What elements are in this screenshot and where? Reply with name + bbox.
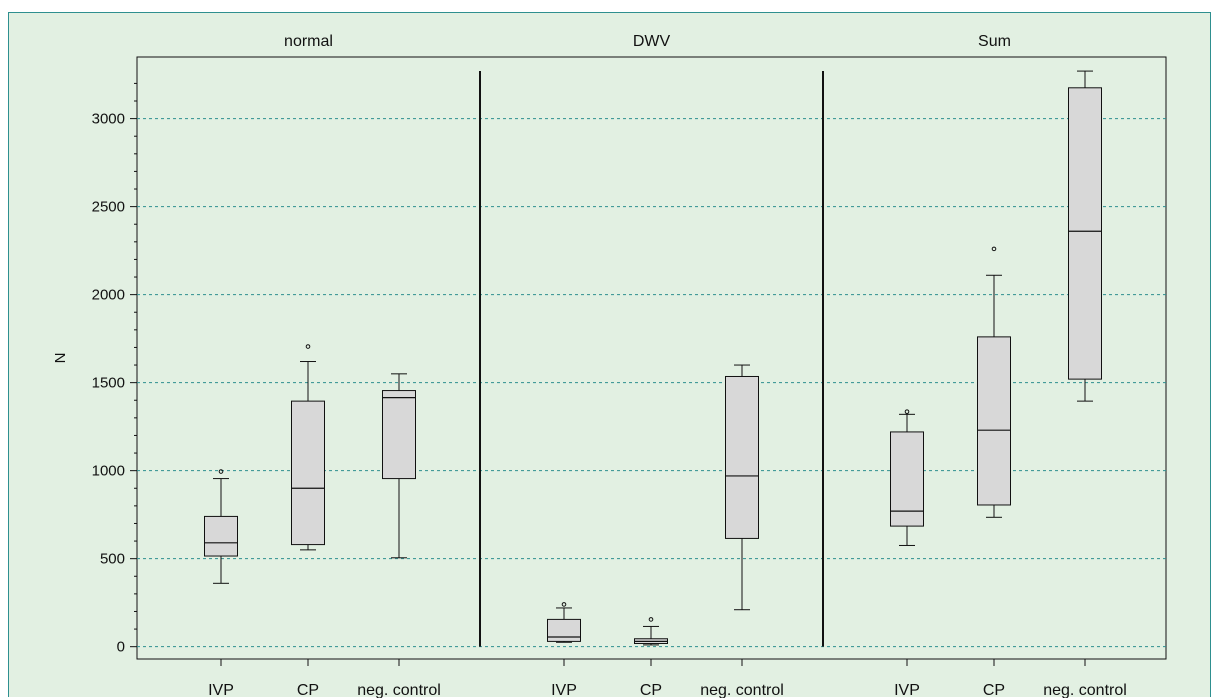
box-sum-neg-control xyxy=(1068,87,1102,380)
x-tick-label: IVP xyxy=(894,682,920,698)
x-tick-label: CP xyxy=(983,682,1005,698)
box-dwv-neg-control xyxy=(725,375,759,539)
box-sum-cp xyxy=(977,336,1011,506)
x-tick-label: CP xyxy=(297,682,319,698)
y-tick-label: 0 xyxy=(117,639,125,656)
x-tick-label: neg. control xyxy=(1043,682,1127,698)
panel-title: Sum xyxy=(978,33,1011,50)
plot-area-border xyxy=(136,56,1167,660)
panel-title: DWV xyxy=(633,33,671,50)
box-normal-ivp xyxy=(204,515,238,557)
outlier-point xyxy=(305,344,311,349)
outlier-point xyxy=(991,246,997,252)
y-tick-label: 500 xyxy=(100,551,125,568)
x-tick-label: CP xyxy=(640,682,662,698)
panel-title: normal xyxy=(284,33,333,50)
box-dwv-ivp xyxy=(547,618,581,642)
y-tick-label: 3000 xyxy=(92,111,125,128)
outlier-point xyxy=(648,617,654,622)
outlier-point xyxy=(904,409,910,414)
y-axis-label: N xyxy=(52,353,69,364)
y-tick-label: 1500 xyxy=(92,375,125,392)
x-tick-label: IVP xyxy=(208,682,234,698)
x-tick-label: IVP xyxy=(551,682,577,698)
box-sum-ivp xyxy=(890,431,924,527)
outlier-point xyxy=(561,602,567,607)
outlier-point xyxy=(218,469,224,474)
x-tick-label: neg. control xyxy=(357,682,441,698)
y-tick-label: 2000 xyxy=(92,287,125,304)
y-tick-label: 1000 xyxy=(92,463,125,480)
x-tick-label: neg. control xyxy=(700,682,784,698)
box-normal-cp xyxy=(291,400,325,546)
y-tick-label: 2500 xyxy=(92,199,125,216)
box-normal-neg-control xyxy=(382,390,416,480)
